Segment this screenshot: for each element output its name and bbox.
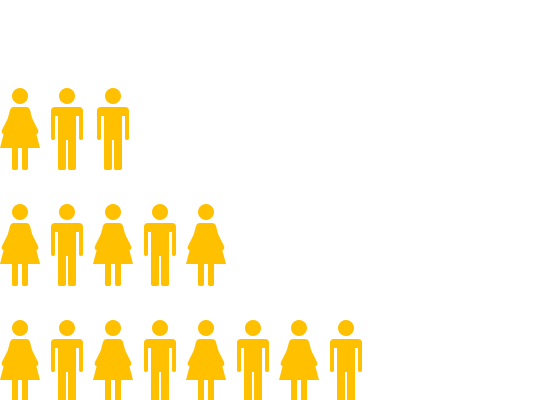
figure-row [0, 88, 533, 172]
woman-icon [93, 320, 133, 400]
woman-icon [0, 204, 40, 286]
man-icon [329, 320, 362, 400]
man-icon [143, 320, 176, 400]
man-icon [50, 204, 83, 286]
woman-icon [186, 204, 226, 286]
man-icon [236, 320, 269, 400]
woman-icon [279, 320, 319, 400]
woman-icon [186, 320, 226, 400]
woman-icon [0, 88, 40, 170]
figure-row [0, 320, 533, 400]
man-icon [97, 88, 129, 170]
man-icon [143, 204, 176, 286]
figure-row [0, 204, 533, 288]
man-icon [50, 320, 83, 400]
woman-icon [0, 320, 40, 400]
man-icon [50, 88, 83, 170]
woman-icon [93, 204, 133, 286]
